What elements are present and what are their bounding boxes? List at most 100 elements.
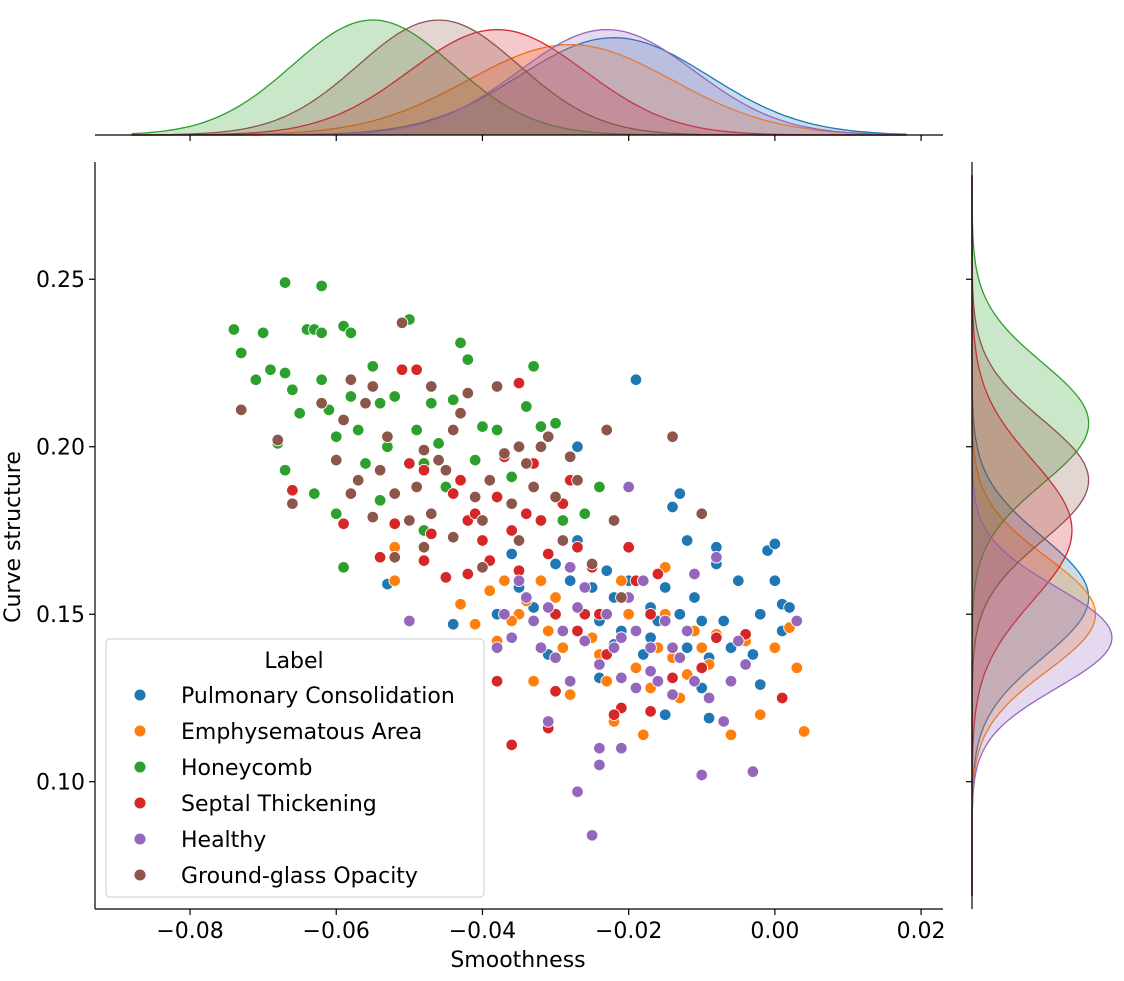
scatter-point	[446, 393, 460, 407]
scatter-points	[227, 276, 811, 842]
right-kde-fill	[972, 175, 1096, 896]
scatter-point	[366, 510, 380, 524]
scatter-point	[373, 494, 387, 507]
scatter-point	[527, 614, 540, 628]
top-kde-fill	[131, 20, 907, 136]
scatter-point	[673, 487, 687, 500]
scatter-point	[512, 574, 526, 587]
scatter-point	[425, 527, 438, 541]
x-tick-label: −0.06	[303, 919, 370, 944]
scatter-point	[417, 463, 431, 477]
scatter-point	[388, 551, 401, 564]
scatter-point	[571, 473, 584, 487]
scatter-point	[541, 601, 555, 614]
scatter-point	[571, 540, 584, 554]
top-kde-fill	[131, 44, 907, 136]
scatter-point	[498, 574, 511, 587]
scatter-point	[286, 383, 299, 397]
scatter-point	[541, 547, 555, 561]
scatter-point	[666, 641, 679, 654]
scatter-point	[476, 420, 489, 433]
scatter-point	[308, 487, 321, 500]
scatter-point	[644, 641, 657, 654]
scatter-point	[695, 661, 709, 675]
scatter-point	[359, 457, 372, 470]
scatter-point	[680, 624, 694, 638]
scatter-point	[468, 490, 482, 504]
x-axis-ticks: −0.08 −0.06 −0.04 −0.02 0.00 0.02	[156, 909, 946, 944]
scatter-point	[629, 661, 643, 675]
scatter-point	[644, 664, 657, 678]
scatter-point	[446, 487, 460, 500]
legend-box	[105, 638, 485, 898]
scatter-point	[790, 661, 804, 675]
scatter-point	[600, 674, 613, 688]
legend-label: Septal Thickening	[181, 792, 377, 817]
scatter-point	[615, 591, 628, 604]
scatter-point	[534, 514, 548, 527]
scatter-point	[658, 614, 672, 628]
scatter-point	[454, 473, 467, 487]
scatter-point	[534, 420, 548, 433]
scatter-point	[490, 674, 504, 688]
legend-label: Ground-glass Opacity	[181, 864, 418, 889]
scatter-point	[373, 551, 387, 564]
scatter-point	[753, 708, 767, 721]
scatter-point	[637, 574, 650, 587]
scatter-point	[373, 463, 387, 477]
legend-marker	[133, 796, 147, 810]
scatter-point	[600, 564, 613, 577]
scatter-point	[593, 480, 606, 494]
legend-marker	[133, 832, 147, 846]
scatter-point	[534, 440, 548, 453]
scatter-point	[541, 430, 555, 443]
scatter-point	[403, 514, 416, 527]
scatter-point	[432, 437, 445, 450]
scatter-point	[286, 484, 299, 497]
scatter-point	[227, 323, 241, 336]
scatter-point	[490, 423, 504, 437]
scatter-point	[746, 765, 760, 778]
y-tick-label: 0.10	[36, 771, 85, 796]
right-kde-fill	[972, 175, 1089, 896]
x-tick-label: −0.02	[595, 919, 662, 944]
scatter-point	[337, 561, 350, 574]
y-tick-label: 0.20	[36, 436, 85, 461]
scatter-point	[556, 514, 570, 527]
scatter-point	[351, 473, 365, 487]
scatter-point	[571, 785, 584, 799]
scatter-point	[637, 728, 650, 742]
scatter-point	[790, 614, 804, 628]
scatter-point	[556, 534, 570, 547]
scatter-point	[315, 373, 328, 386]
scatter-point	[768, 537, 782, 551]
scatter-point	[315, 326, 328, 340]
top-kde-fill	[131, 29, 907, 136]
scatter-point	[651, 567, 665, 581]
scatter-point	[388, 517, 401, 531]
right-kde-fill	[972, 175, 1089, 896]
scatter-point	[315, 279, 328, 293]
scatter-point	[329, 507, 343, 520]
scatter-point	[753, 678, 767, 691]
legend: Label Pulmonary Consolidation Emphysemato…	[105, 638, 485, 898]
scatter-point	[556, 641, 570, 654]
scatter-point	[717, 715, 730, 728]
scatter-point	[710, 631, 723, 644]
scatter-point	[512, 376, 526, 390]
scatter-point	[446, 618, 460, 631]
scatter-point	[264, 363, 277, 376]
scatter-point	[410, 363, 423, 376]
scatter-point	[490, 641, 504, 654]
right-kde-fill	[972, 175, 1112, 896]
scatter-point	[483, 473, 497, 487]
scatter-point	[593, 741, 606, 755]
scatter-point	[417, 443, 431, 457]
scatter-point	[563, 561, 577, 574]
scatter-point	[585, 557, 599, 571]
scatter-point	[520, 400, 533, 413]
scatter-point	[797, 725, 811, 738]
scatter-point	[286, 497, 299, 510]
scatter-point	[234, 346, 248, 360]
right-kde-fill	[972, 175, 1072, 896]
